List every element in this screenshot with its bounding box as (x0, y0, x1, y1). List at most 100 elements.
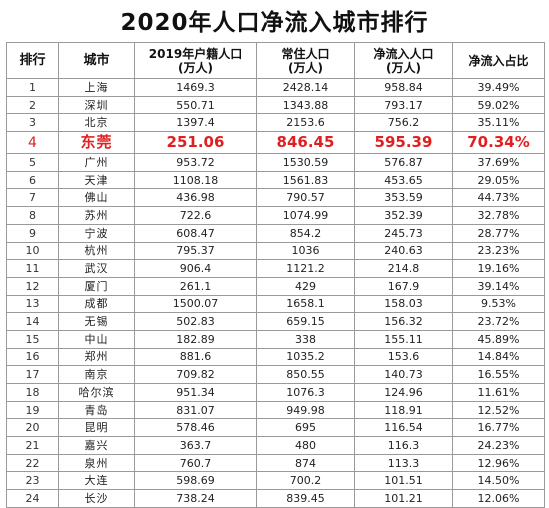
cell-huji: 722.6 (135, 207, 257, 225)
cell-rank: 11 (7, 260, 59, 278)
cell-rank: 21 (7, 437, 59, 455)
cell-huji: 831.07 (135, 401, 257, 420)
header-jingliuru-line2: (万人) (386, 60, 421, 75)
cell-city: 广州 (59, 154, 135, 172)
cell-city: 泉州 (59, 454, 135, 473)
cell-city: 哈尔滨 (59, 384, 135, 402)
cell-changzhu: 695 (257, 419, 355, 438)
header-changzhu-line1: 常住人口 (281, 46, 330, 61)
cell-rank: 15 (7, 330, 59, 349)
cell-changzhu: 850.55 (257, 366, 355, 384)
cell-city: 厦门 (59, 277, 135, 296)
cell-huji: 182.89 (135, 330, 257, 349)
table-row: 21 嘉兴 363.7 480 116.3 24.23% (7, 437, 545, 455)
cell-city: 南京 (59, 366, 135, 384)
cell-jingliuru: 116.54 (355, 419, 453, 438)
cell-jingliuru: 167.9 (355, 277, 453, 296)
cell-huji: 608.47 (135, 224, 257, 243)
cell-ratio: 59.02% (453, 96, 545, 115)
cell-ratio: 14.50% (453, 472, 545, 491)
table-row: 22 泉州 760.7 874 113.3 12.96% (7, 454, 545, 473)
page-title: 2020年人口净流入城市排行 (120, 10, 429, 36)
cell-ratio: 19.16% (453, 260, 545, 278)
table-row: 3 北京 1397.4 2153.6 756.2 35.11% (7, 114, 545, 133)
header-changzhu: 常住人口 (万人) (257, 43, 355, 79)
table-row: 7 佛山 436.98 790.57 353.59 44.73% (7, 189, 545, 208)
table-row: 15 中山 182.89 338 155.11 45.89% (7, 330, 545, 349)
cell-changzhu: 839.45 (257, 490, 355, 508)
cell-rank: 4 (7, 132, 59, 155)
cell-ratio: 9.53% (453, 295, 545, 314)
table-row: 4 东莞 251.06 846.45 595.39 70.34% (7, 132, 545, 155)
cell-huji: 363.7 (135, 437, 257, 455)
cell-city: 佛山 (59, 189, 135, 208)
cell-city: 郑州 (59, 348, 135, 367)
cell-city: 深圳 (59, 96, 135, 115)
cell-jingliuru: 353.59 (355, 189, 453, 208)
cell-huji: 1469.3 (135, 79, 257, 97)
cell-jingliuru: 156.32 (355, 313, 453, 331)
cell-city: 北京 (59, 114, 135, 133)
cell-rank: 7 (7, 189, 59, 208)
cell-huji: 261.1 (135, 277, 257, 296)
cell-jingliuru: 124.96 (355, 384, 453, 402)
cell-rank: 14 (7, 313, 59, 331)
cell-huji: 550.71 (135, 96, 257, 115)
cell-rank: 9 (7, 224, 59, 243)
header-huji-line1: 2019年户籍人口 (148, 46, 243, 61)
cell-city: 东莞 (59, 132, 135, 155)
table-row: 24 长沙 738.24 839.45 101.21 12.06% (7, 490, 545, 508)
table-header-row: 排行 城市 2019年户籍人口 (万人) 常住人口 (万人) 净流入人口 (万人… (7, 43, 545, 79)
cell-rank: 5 (7, 154, 59, 172)
cell-jingliuru: 153.6 (355, 348, 453, 367)
cell-jingliuru: 116.3 (355, 437, 453, 455)
cell-rank: 12 (7, 277, 59, 296)
cell-rank: 20 (7, 419, 59, 438)
cell-changzhu: 1121.2 (257, 260, 355, 278)
cell-city: 大连 (59, 472, 135, 491)
cell-city: 无锡 (59, 313, 135, 331)
cell-changzhu: 480 (257, 437, 355, 455)
cell-jingliuru: 155.11 (355, 330, 453, 349)
cell-ratio: 44.73% (453, 189, 545, 208)
cell-jingliuru: 245.73 (355, 224, 453, 243)
cell-huji: 709.82 (135, 366, 257, 384)
cell-huji: 598.69 (135, 472, 257, 491)
cell-huji: 795.37 (135, 242, 257, 261)
cell-city: 苏州 (59, 207, 135, 225)
table-row: 6 天津 1108.18 1561.83 453.65 29.05% (7, 171, 545, 190)
cell-jingliuru: 158.03 (355, 295, 453, 314)
cell-huji: 760.7 (135, 454, 257, 473)
cell-rank: 16 (7, 348, 59, 367)
table-body: 1 上海 1469.3 2428.14 958.84 39.49% 2 深圳 550.71 134… (7, 79, 545, 508)
cell-ratio: 12.52% (453, 401, 545, 420)
table-row: 23 大连 598.69 700.2 101.51 14.50% (7, 472, 545, 491)
cell-jingliuru: 576.87 (355, 154, 453, 172)
cell-huji: 1397.4 (135, 114, 257, 133)
cell-changzhu: 1343.88 (257, 96, 355, 115)
cell-jingliuru: 101.21 (355, 490, 453, 508)
cell-ratio: 16.55% (453, 366, 545, 384)
cell-rank: 22 (7, 454, 59, 473)
cell-huji: 1500.07 (135, 295, 257, 314)
cell-city: 昆明 (59, 419, 135, 438)
table-row: 11 武汉 906.4 1121.2 214.8 19.16% (7, 260, 545, 278)
table-row: 1 上海 1469.3 2428.14 958.84 39.49% (7, 79, 545, 97)
cell-jingliuru: 240.63 (355, 242, 453, 261)
table-row: 17 南京 709.82 850.55 140.73 16.55% (7, 366, 545, 384)
cell-jingliuru: 793.17 (355, 96, 453, 115)
cell-changzhu: 700.2 (257, 472, 355, 491)
cell-ratio: 23.72% (453, 313, 545, 331)
cell-jingliuru: 352.39 (355, 207, 453, 225)
cell-changzhu: 1561.83 (257, 171, 355, 190)
cell-changzhu: 2428.14 (257, 79, 355, 97)
cell-changzhu: 854.2 (257, 224, 355, 243)
cell-jingliuru: 113.3 (355, 454, 453, 473)
table-row: 10 杭州 795.37 1036 240.63 23.23% (7, 242, 545, 261)
header-huji: 2019年户籍人口 (万人) (135, 43, 257, 79)
cell-changzhu: 1074.99 (257, 207, 355, 225)
header-rank: 排行 (7, 43, 59, 79)
cell-huji: 436.98 (135, 189, 257, 208)
cell-rank: 13 (7, 295, 59, 314)
table-row: 13 成都 1500.07 1658.1 158.03 9.53% (7, 295, 545, 314)
